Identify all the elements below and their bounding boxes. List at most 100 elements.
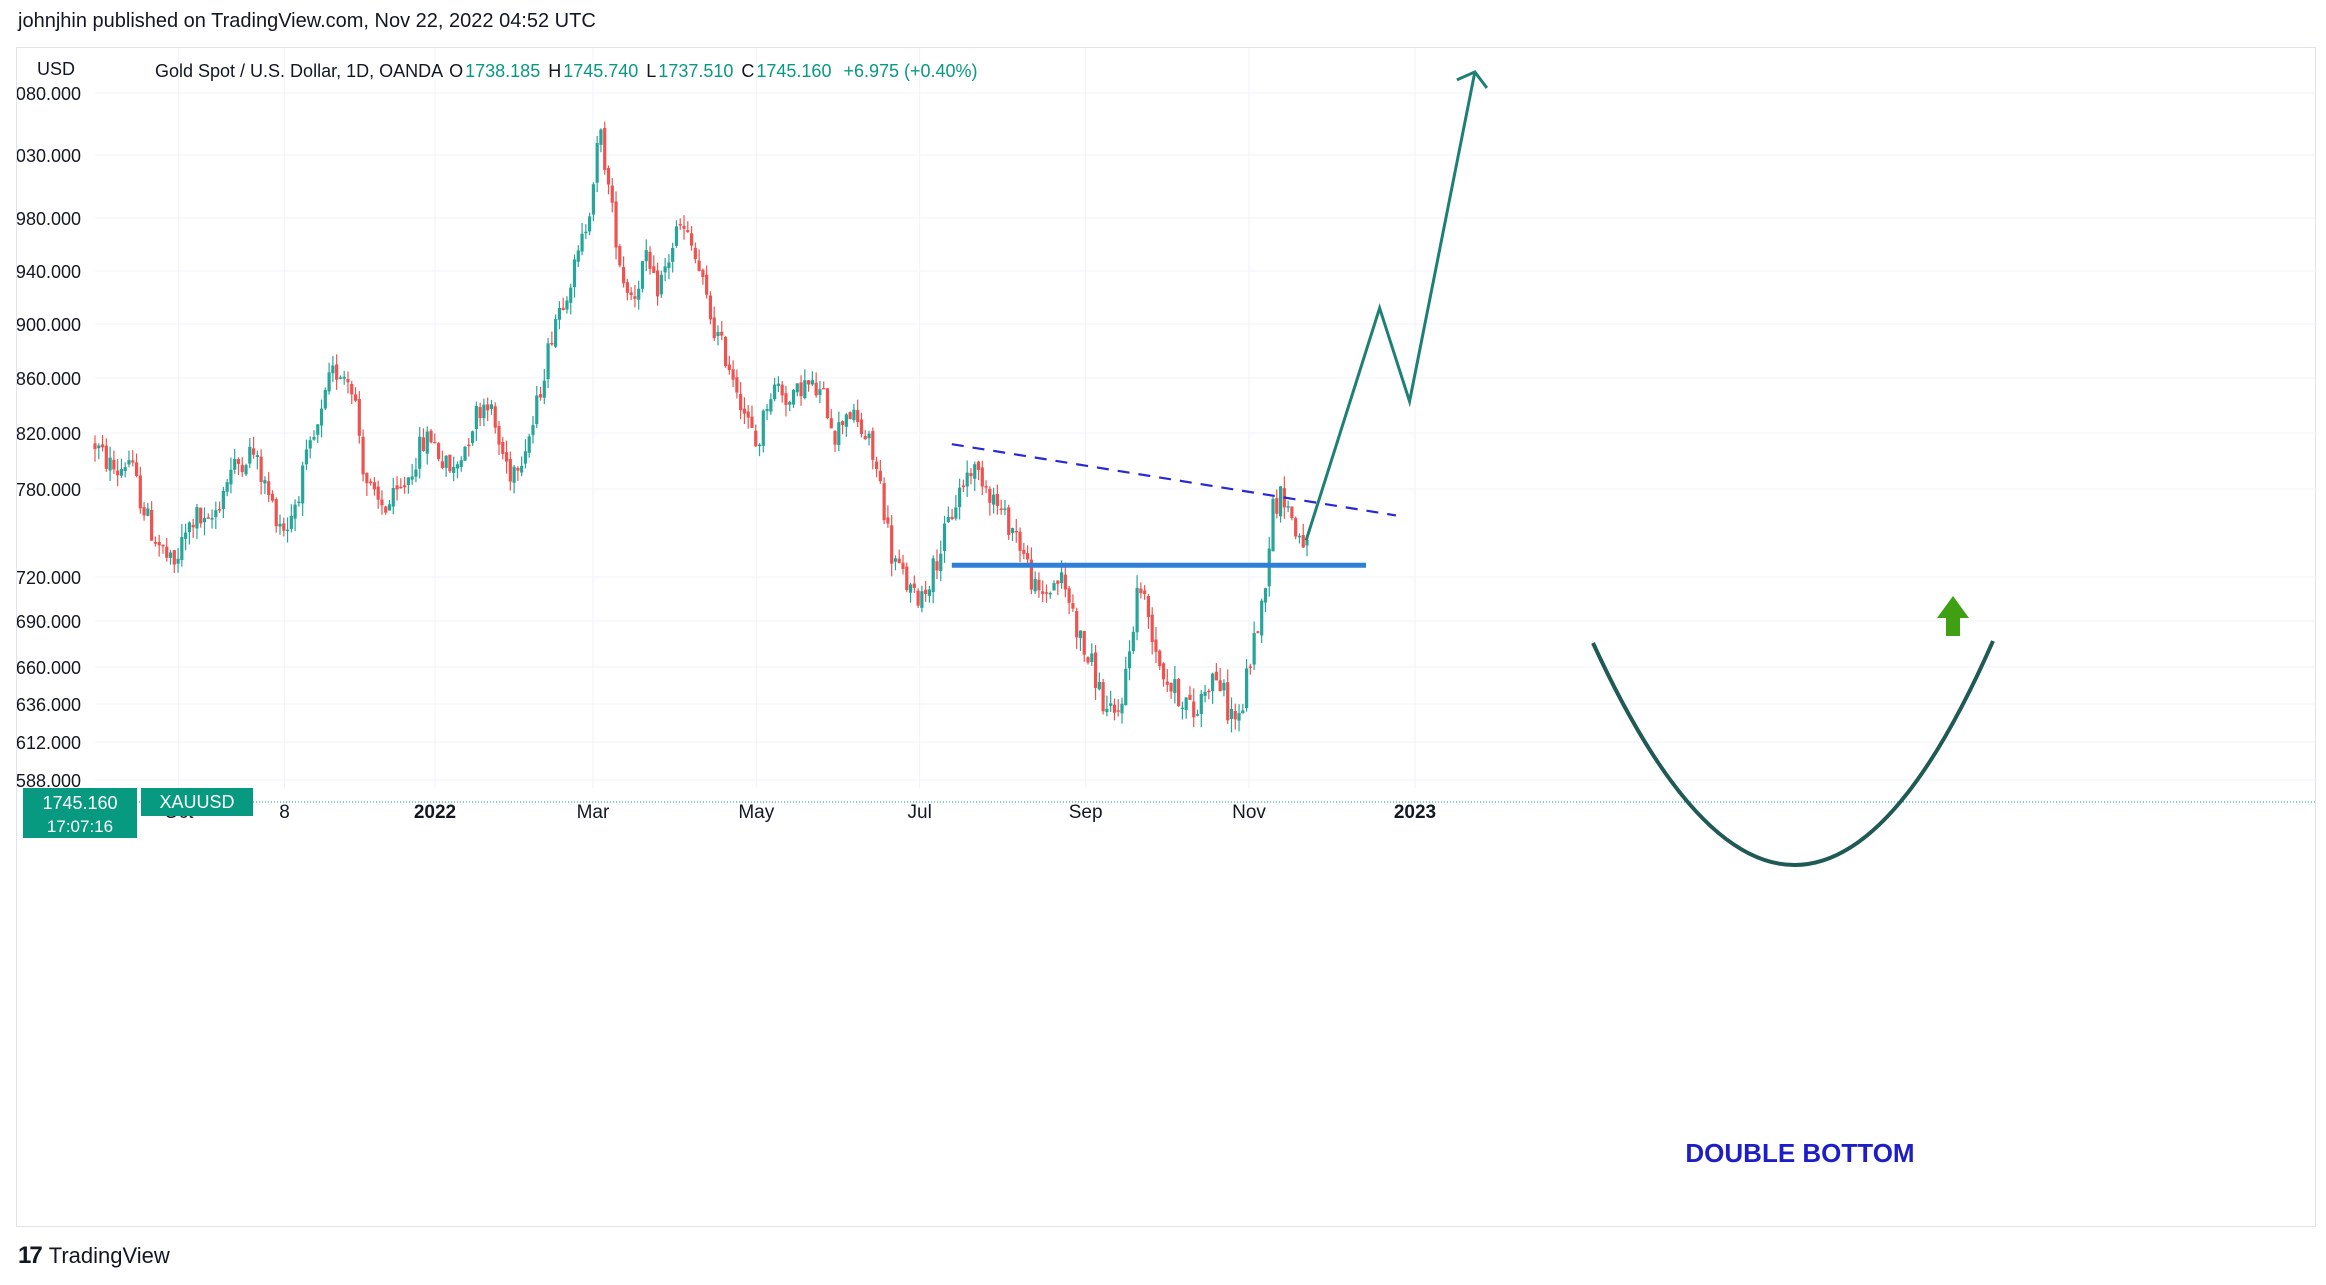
candle-body	[905, 566, 909, 591]
candle-body	[1214, 671, 1218, 681]
candle-body	[346, 379, 350, 383]
price-axis[interactable]: 2080.000 2030.000 1980.000 1940.000 1900.000…	[17, 84, 81, 791]
candle-body	[886, 517, 890, 524]
candle-body	[1278, 486, 1283, 517]
candle-body	[652, 266, 656, 273]
candle-body	[127, 460, 131, 465]
candle-body	[848, 412, 852, 420]
candle-body	[1052, 583, 1056, 591]
candle-body	[1003, 508, 1007, 510]
candle-body	[104, 445, 108, 469]
tradingview-logo[interactable]: 17 TradingView	[18, 1242, 170, 1270]
projection-path	[1304, 71, 1477, 541]
candle-body	[440, 461, 444, 468]
candle-body	[176, 558, 180, 564]
candle-body	[1131, 631, 1135, 652]
candle-body	[757, 444, 762, 447]
drawings	[951, 70, 1995, 867]
candle-body	[871, 431, 875, 460]
candle-body	[856, 410, 860, 423]
y-tick-label: 1900.000	[17, 315, 81, 335]
candle-body	[810, 380, 814, 385]
high-value: 1745.740	[563, 61, 638, 81]
candle-body	[659, 274, 663, 295]
candle-body	[1093, 652, 1098, 689]
candle-body	[1222, 682, 1226, 691]
candle-body	[1082, 630, 1086, 655]
price-chart[interactable]: 2080.000 2030.000 1980.000 1940.000 1900.000…	[17, 48, 2317, 1228]
x-tick-label: 2023	[1394, 802, 1436, 823]
candle-body	[1105, 708, 1109, 713]
y-tick-label: 1588.000	[17, 771, 81, 791]
candle-body	[912, 583, 916, 588]
candle-body	[199, 507, 203, 524]
double-bottom-arc	[1591, 640, 1995, 867]
candle-body	[138, 475, 142, 509]
candle-body	[735, 377, 739, 393]
candle-body	[674, 226, 679, 246]
x-tick-label: Jul	[908, 802, 932, 823]
candle-body	[1029, 559, 1033, 590]
candle-body	[693, 247, 697, 259]
tradingview-logo-text: TradingView	[48, 1243, 170, 1268]
candle-body	[822, 387, 826, 390]
candle-body	[452, 466, 456, 473]
candle-body	[863, 436, 867, 440]
currency-label: USD	[37, 59, 75, 79]
candle-body	[1165, 681, 1169, 685]
candle-body	[682, 225, 686, 229]
candle-body	[297, 501, 301, 504]
candle-body	[882, 483, 886, 521]
candle-body	[1063, 574, 1067, 590]
candle-body	[1044, 592, 1049, 594]
candle-body	[482, 404, 486, 419]
candle-body	[603, 128, 607, 170]
time-axis[interactable]: Oct82022MarMayJulSepNov2023	[164, 802, 1436, 823]
candle-body	[538, 394, 543, 398]
candle-body	[754, 430, 758, 447]
candle-body	[671, 247, 675, 262]
candle-body	[150, 510, 154, 541]
candle-body	[829, 418, 833, 429]
candle-body	[1059, 572, 1064, 584]
chart-frame[interactable]: 2080.000 2030.000 1980.000 1940.000 1900.000…	[16, 47, 2317, 1228]
candle-body	[799, 382, 803, 397]
candle-body	[644, 250, 648, 262]
candle-body	[546, 343, 550, 380]
candle-body	[501, 442, 505, 454]
candle-body	[195, 507, 199, 529]
candle-body	[421, 437, 426, 452]
open-label: O	[449, 61, 463, 81]
candle-body	[248, 446, 252, 464]
candle-body	[240, 464, 244, 473]
bar-countdown: 17:07:16	[47, 817, 113, 836]
candle-body	[727, 364, 731, 371]
series-legend[interactable]: Gold Spot / U.S. Dollar, 1D, OANDA O 173…	[155, 61, 978, 81]
candle-body	[323, 389, 327, 409]
candle-body	[807, 380, 811, 385]
candle-body	[1271, 498, 1275, 552]
candle-body	[1025, 553, 1030, 560]
candle-body	[920, 591, 924, 608]
candle-body	[614, 201, 618, 248]
candle-body	[874, 461, 879, 470]
candle-body	[761, 410, 765, 446]
candle-body	[1135, 587, 1139, 633]
candle-body	[153, 541, 158, 544]
candle-body	[1192, 701, 1196, 718]
candle-body	[527, 436, 531, 453]
candle-body	[814, 382, 818, 396]
y-tick-label: 1690.000	[17, 612, 81, 632]
candle-body	[202, 517, 207, 523]
resistance-line	[951, 443, 1397, 517]
candle-body	[161, 544, 165, 547]
candle-body	[969, 473, 973, 477]
candle-body	[1218, 680, 1222, 692]
candle-body	[1237, 713, 1241, 721]
candle-body	[531, 425, 535, 436]
candle-body	[304, 449, 309, 465]
candle-body	[108, 457, 112, 471]
candle-body	[425, 431, 429, 454]
candle-body	[712, 317, 716, 339]
candle-body	[1305, 540, 1309, 546]
